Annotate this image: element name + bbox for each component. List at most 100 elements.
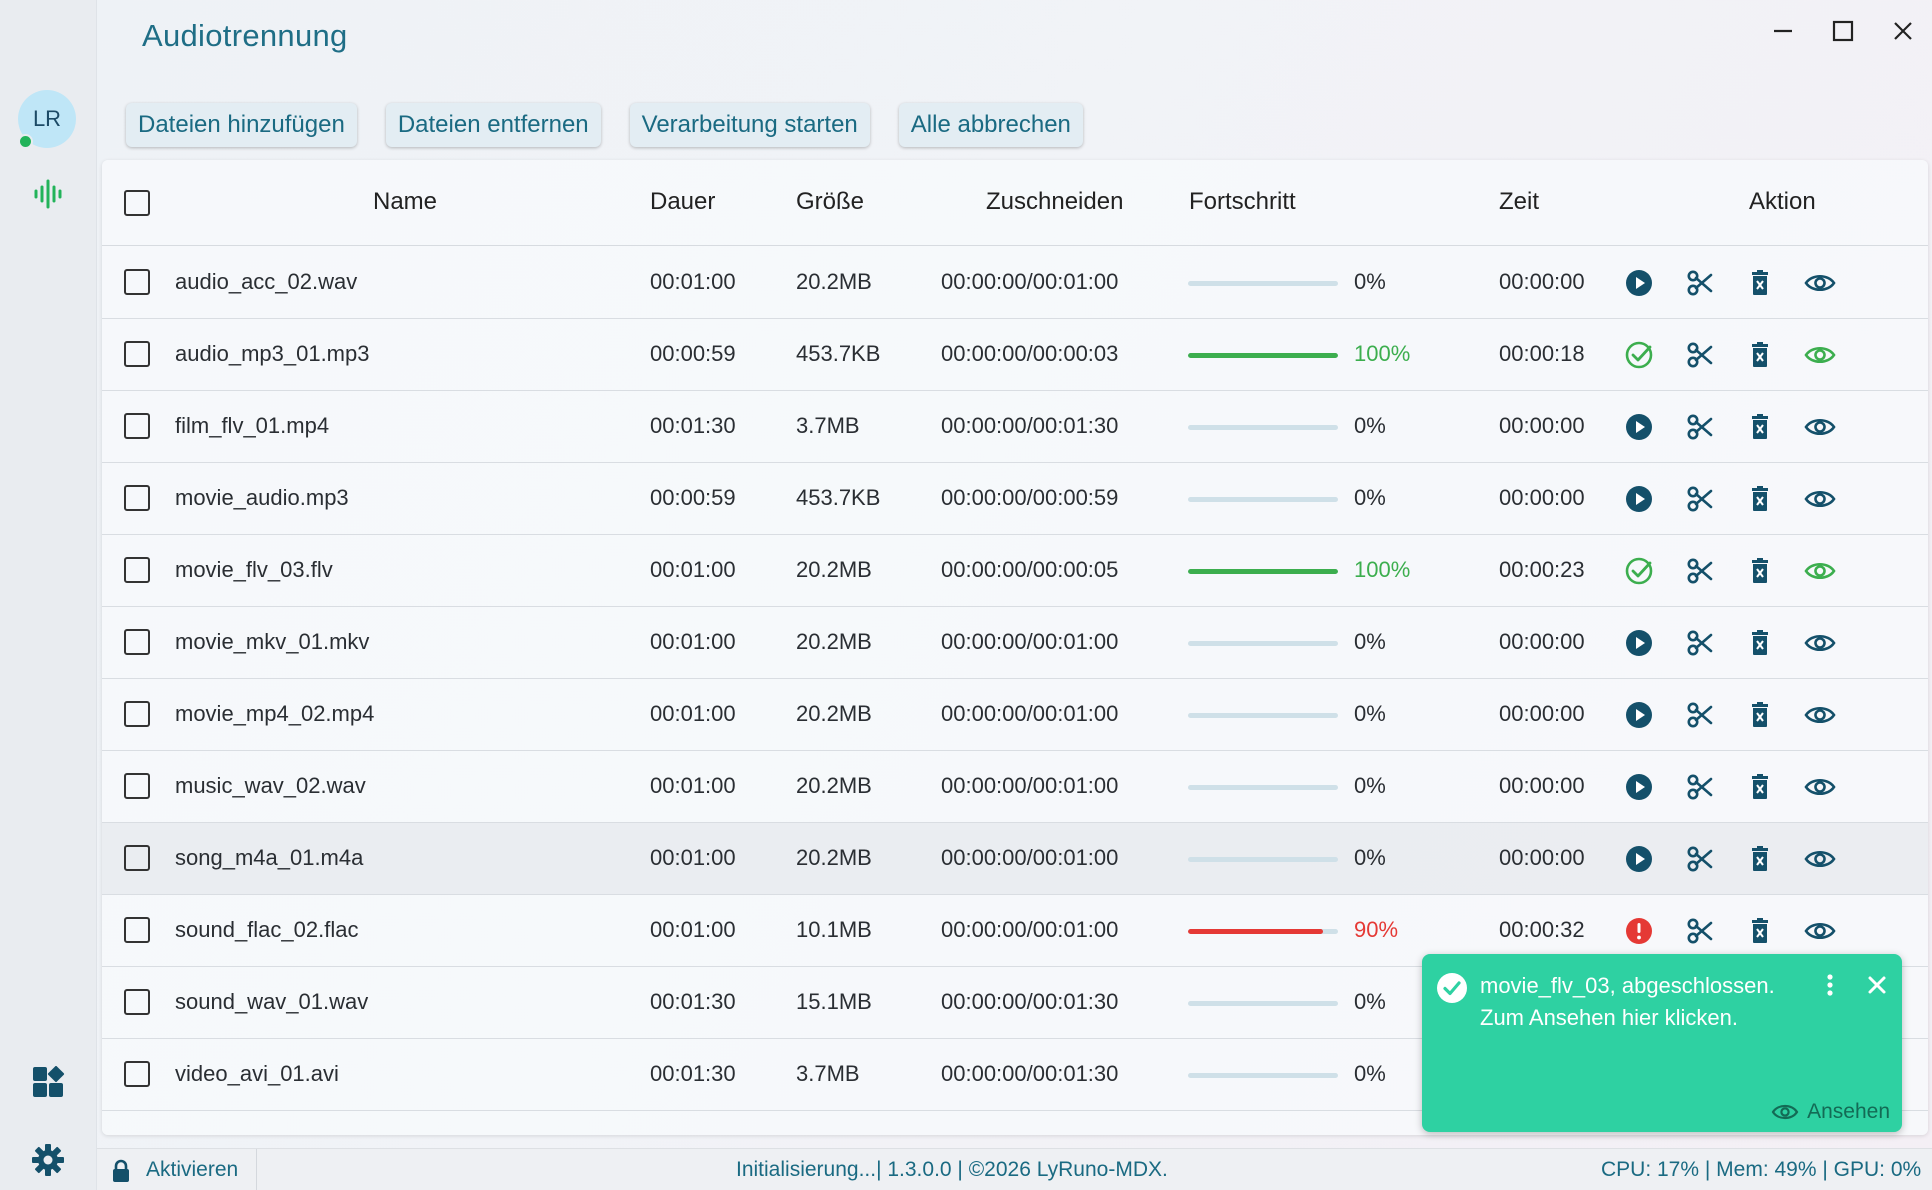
success-check-icon[interactable] — [1623, 339, 1655, 371]
activate-button[interactable]: Aktivieren — [97, 1149, 257, 1190]
scissors-icon[interactable] — [1684, 267, 1716, 299]
play-icon[interactable] — [1623, 411, 1655, 443]
waveform-icon[interactable] — [30, 176, 66, 212]
trim-range: 00:00:00/00:01:30 — [941, 1061, 1119, 1086]
preview-eye-icon[interactable] — [1804, 411, 1836, 443]
file-size: 15.1MB — [796, 989, 872, 1014]
gear-icon[interactable] — [30, 1142, 66, 1178]
progress-bar — [1188, 497, 1338, 502]
start-processing-button[interactable]: Verarbeitung starten — [629, 103, 870, 147]
select-all-checkbox[interactable] — [124, 190, 150, 216]
scissors-icon[interactable] — [1684, 483, 1716, 515]
scissors-icon[interactable] — [1684, 771, 1716, 803]
app-title: Audiotrennung — [142, 18, 348, 53]
progress-percent: 0% — [1354, 845, 1386, 870]
row-checkbox[interactable] — [124, 341, 150, 367]
table-row[interactable]: song_m4a_01.m4a 00:01:00 20.2MB 00:00:00/00… — [102, 823, 1928, 895]
column-header-time[interactable]: Zeit — [1499, 188, 1540, 215]
delete-icon[interactable] — [1744, 411, 1776, 443]
table-row[interactable]: film_flv_01.mp4 00:01:30 3.7MB 00:00:00/00:… — [102, 391, 1928, 463]
close-icon[interactable] — [1886, 14, 1920, 48]
progress-bar — [1188, 641, 1338, 646]
row-checkbox[interactable] — [124, 989, 150, 1015]
row-checkbox[interactable] — [124, 773, 150, 799]
delete-icon[interactable] — [1744, 555, 1776, 587]
scissors-icon[interactable] — [1684, 915, 1716, 947]
remove-files-button[interactable]: Dateien entfernen — [385, 103, 601, 147]
play-icon[interactable] — [1623, 843, 1655, 875]
file-name: video_avi_01.avi — [175, 1061, 339, 1086]
table-row[interactable]: movie_mp4_02.mp4 00:01:00 20.2MB 00:00:00/0… — [102, 679, 1928, 751]
toast-close-icon[interactable] — [1862, 970, 1892, 1000]
table-row[interactable]: sound_flac_02.flac 00:01:00 10.1MB 00:00:00… — [102, 895, 1928, 967]
scissors-icon[interactable] — [1684, 411, 1716, 443]
add-files-button[interactable]: Dateien hinzufügen — [126, 103, 357, 147]
duration: 00:01:00 — [650, 557, 736, 582]
duration: 00:01:30 — [650, 989, 736, 1014]
play-icon[interactable] — [1623, 699, 1655, 731]
play-icon[interactable] — [1623, 267, 1655, 299]
success-check-icon[interactable] — [1623, 555, 1655, 587]
preview-eye-icon[interactable] — [1804, 555, 1836, 587]
play-icon[interactable] — [1623, 483, 1655, 515]
scissors-icon[interactable] — [1684, 699, 1716, 731]
progress-fill — [1188, 569, 1338, 574]
play-icon[interactable] — [1623, 771, 1655, 803]
row-checkbox[interactable] — [124, 917, 150, 943]
preview-eye-icon[interactable] — [1804, 915, 1836, 947]
row-checkbox[interactable] — [124, 269, 150, 295]
duration: 00:01:00 — [650, 845, 736, 870]
preview-eye-icon[interactable] — [1804, 339, 1836, 371]
scissors-icon[interactable] — [1684, 555, 1716, 587]
row-checkbox[interactable] — [124, 629, 150, 655]
row-checkbox[interactable] — [124, 485, 150, 511]
delete-icon[interactable] — [1744, 699, 1776, 731]
preview-eye-icon[interactable] — [1804, 483, 1836, 515]
play-icon[interactable] — [1623, 627, 1655, 659]
table-row[interactable]: audio_acc_02.wav 00:01:00 20.2MB 00:00:00/0… — [102, 247, 1928, 319]
notification-toast[interactable]: movie_flv_03, abgeschlossen. Zum Ansehen… — [1422, 954, 1902, 1132]
column-header-trim[interactable]: Zuschneiden — [986, 188, 1124, 215]
toast-view-button[interactable]: Ansehen — [1771, 1100, 1890, 1124]
scissors-icon[interactable] — [1684, 339, 1716, 371]
table-row[interactable]: movie_audio.mp3 00:00:59 453.7KB 00:00:00/0… — [102, 463, 1928, 535]
column-header-progress[interactable]: Fortschritt — [1189, 188, 1296, 215]
preview-eye-icon[interactable] — [1804, 771, 1836, 803]
table-row[interactable]: audio_mp3_01.mp3 00:00:59 453.7KB 00:00:00/… — [102, 319, 1928, 391]
delete-icon[interactable] — [1744, 843, 1776, 875]
table-row[interactable]: sound_wav_01.wav 00:01:30 15.1MB 00:00:00/0… — [102, 967, 1928, 1039]
row-checkbox[interactable] — [124, 845, 150, 871]
minimize-icon[interactable] — [1766, 14, 1800, 48]
scissors-icon[interactable] — [1684, 843, 1716, 875]
row-checkbox[interactable] — [124, 413, 150, 439]
row-checkbox[interactable] — [124, 1061, 150, 1087]
delete-icon[interactable] — [1744, 915, 1776, 947]
delete-icon[interactable] — [1744, 771, 1776, 803]
row-checkbox[interactable] — [124, 701, 150, 727]
widgets-icon[interactable] — [30, 1066, 66, 1102]
preview-eye-icon[interactable] — [1804, 627, 1836, 659]
progress-percent: 100% — [1354, 557, 1411, 582]
preview-eye-icon[interactable] — [1804, 843, 1836, 875]
column-header-name[interactable]: Name — [373, 188, 438, 215]
more-vertical-icon[interactable] — [1818, 970, 1842, 1000]
preview-eye-icon[interactable] — [1804, 699, 1836, 731]
table-row[interactable]: movie_mkv_01.mkv 00:01:00 20.2MB 00:00:00/0… — [102, 607, 1928, 679]
table-row[interactable]: movie_flv_03.flv 00:01:00 20.2MB 00:00:00/0… — [102, 535, 1928, 607]
delete-icon[interactable] — [1744, 267, 1776, 299]
scissors-icon[interactable] — [1684, 627, 1716, 659]
maximize-icon[interactable] — [1826, 14, 1860, 48]
delete-icon[interactable] — [1744, 483, 1776, 515]
delete-icon[interactable] — [1744, 627, 1776, 659]
table-row[interactable]: video_avi_01.avi 00:01:30 3.7MB 00:00:00/00… — [102, 1039, 1928, 1111]
error-icon[interactable] — [1623, 915, 1655, 947]
column-header-duration[interactable]: Dauer — [650, 188, 716, 215]
file-size: 20.2MB — [796, 629, 872, 654]
cancel-all-button[interactable]: Alle abbrechen — [898, 103, 1083, 147]
table-row[interactable]: music_wav_02.wav 00:01:00 20.2MB 00:00:00/0… — [102, 751, 1928, 823]
elapsed-time: 00:00:00 — [1499, 629, 1585, 654]
column-header-size[interactable]: Größe — [796, 188, 865, 215]
preview-eye-icon[interactable] — [1804, 267, 1836, 299]
delete-icon[interactable] — [1744, 339, 1776, 371]
row-checkbox[interactable] — [124, 557, 150, 583]
